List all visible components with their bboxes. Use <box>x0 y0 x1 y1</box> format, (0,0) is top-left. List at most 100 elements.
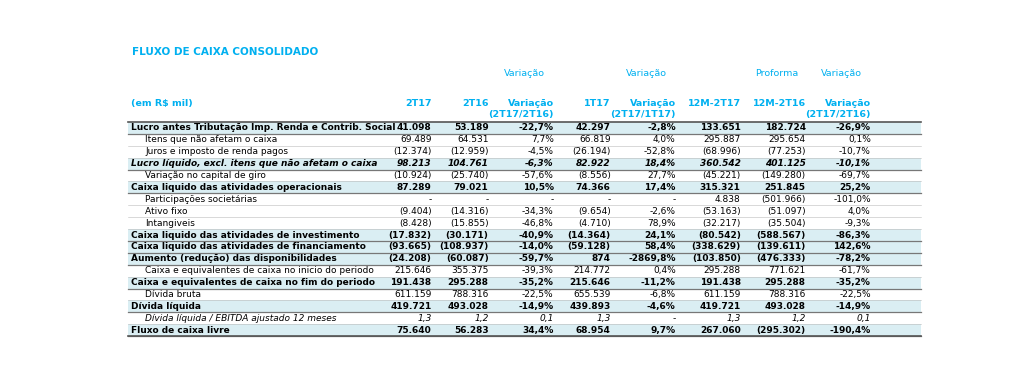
Text: -52,8%: -52,8% <box>643 147 676 156</box>
Text: (93.665): (93.665) <box>389 242 432 251</box>
Text: 69.489: 69.489 <box>400 135 432 144</box>
Bar <box>128 181 921 194</box>
Text: 0,1%: 0,1% <box>848 135 871 144</box>
Text: 64.531: 64.531 <box>457 135 489 144</box>
Text: -69,7%: -69,7% <box>839 171 871 180</box>
Text: (51.097): (51.097) <box>767 207 806 216</box>
Text: 25,2%: 25,2% <box>840 183 871 192</box>
Text: Variação
(2T17/2T16): Variação (2T17/2T16) <box>488 99 553 118</box>
Text: (588.567): (588.567) <box>756 231 806 240</box>
Text: Juros e imposto de renda pagos: Juros e imposto de renda pagos <box>145 147 288 156</box>
Text: Variação: Variação <box>626 69 667 78</box>
Text: -14,9%: -14,9% <box>519 302 553 311</box>
Text: (4.710): (4.710) <box>578 219 611 227</box>
Text: 87.289: 87.289 <box>397 183 432 192</box>
Text: (53.163): (53.163) <box>702 207 741 216</box>
Text: 295.288: 295.288 <box>704 266 741 275</box>
Bar <box>128 241 921 253</box>
Text: 4.838: 4.838 <box>715 195 741 204</box>
Text: 133.651: 133.651 <box>700 123 741 133</box>
Text: 360.542: 360.542 <box>700 159 741 168</box>
Text: 215.646: 215.646 <box>395 266 432 275</box>
Text: 0,4%: 0,4% <box>653 266 676 275</box>
Text: 82.922: 82.922 <box>576 159 611 168</box>
Text: 4,0%: 4,0% <box>653 135 676 144</box>
Text: -4,6%: -4,6% <box>647 302 676 311</box>
Text: (12.374): (12.374) <box>393 147 432 156</box>
Text: Variação: Variação <box>820 69 862 78</box>
Text: 12M-2T17: 12M-2T17 <box>687 99 741 107</box>
Text: -57,6%: -57,6% <box>522 171 553 180</box>
Bar <box>128 122 921 134</box>
Text: 142,6%: 142,6% <box>834 242 871 251</box>
Text: -46,8%: -46,8% <box>522 219 553 227</box>
Text: -22,7%: -22,7% <box>519 123 553 133</box>
Bar <box>128 253 921 265</box>
Text: 7,7%: 7,7% <box>531 135 553 144</box>
Text: (12.959): (12.959) <box>450 147 489 156</box>
Bar <box>128 277 921 288</box>
Text: 34,4%: 34,4% <box>523 326 553 335</box>
Text: (295.302): (295.302) <box>757 326 806 335</box>
Text: Caixa liquido das atividades operacionais: Caixa liquido das atividades operacionai… <box>131 183 342 192</box>
Text: -6,8%: -6,8% <box>650 290 676 299</box>
Text: Caixa e equivalentes de caixa no fim do periodo: Caixa e equivalentes de caixa no fim do … <box>131 278 375 287</box>
Text: Itens que não afetam o caixa: Itens que não afetam o caixa <box>145 135 277 144</box>
Text: 0,1: 0,1 <box>539 314 553 323</box>
Text: 24,1%: 24,1% <box>644 231 676 240</box>
Text: (24.208): (24.208) <box>389 255 432 263</box>
Text: 42.297: 42.297 <box>576 123 611 133</box>
Text: 1,2: 1,2 <box>475 314 489 323</box>
Text: -86,3%: -86,3% <box>836 231 871 240</box>
Text: 295.654: 295.654 <box>768 135 806 144</box>
Text: 53.189: 53.189 <box>454 123 489 133</box>
Text: -10,1%: -10,1% <box>836 159 871 168</box>
Text: 10,5%: 10,5% <box>523 183 553 192</box>
Text: 27,7%: 27,7% <box>648 171 676 180</box>
Text: -11,2%: -11,2% <box>640 278 676 287</box>
Text: -59,7%: -59,7% <box>519 255 553 263</box>
Text: -: - <box>485 195 489 204</box>
Text: -61,7%: -61,7% <box>839 266 871 275</box>
Text: 4,0%: 4,0% <box>848 207 871 216</box>
Text: 1,2: 1,2 <box>792 314 806 323</box>
Text: -26,9%: -26,9% <box>836 123 871 133</box>
Text: 17,4%: 17,4% <box>644 183 676 192</box>
Text: 215.646: 215.646 <box>570 278 611 287</box>
Text: -22,5%: -22,5% <box>522 290 553 299</box>
Text: -22,5%: -22,5% <box>839 290 871 299</box>
Text: 771.621: 771.621 <box>768 266 806 275</box>
Text: 56.283: 56.283 <box>454 326 489 335</box>
Text: (8.428): (8.428) <box>399 219 432 227</box>
Text: Intangiveis: Intangiveis <box>145 219 195 227</box>
Bar <box>128 229 921 241</box>
Text: 2T16: 2T16 <box>462 99 489 107</box>
Text: Proforma: Proforma <box>755 69 798 78</box>
Text: -39,3%: -39,3% <box>522 266 553 275</box>
Text: 611.159: 611.159 <box>394 290 432 299</box>
Text: 191.438: 191.438 <box>700 278 741 287</box>
Text: 401.125: 401.125 <box>765 159 806 168</box>
Text: 267.060: 267.060 <box>700 326 741 335</box>
Text: 611.159: 611.159 <box>704 290 741 299</box>
Text: 74.366: 74.366 <box>576 183 611 192</box>
Text: -: - <box>429 195 432 204</box>
Text: (14.364): (14.364) <box>568 231 611 240</box>
Text: Aumento (redução) das disponibilidades: Aumento (redução) das disponibilidades <box>131 255 337 263</box>
Text: 295.288: 295.288 <box>448 278 489 287</box>
Text: 191.438: 191.438 <box>391 278 432 287</box>
Text: -40,9%: -40,9% <box>519 231 553 240</box>
Text: -10,7%: -10,7% <box>839 147 871 156</box>
Text: Caixa liquido das atividades de investimento: Caixa liquido das atividades de investim… <box>131 231 359 240</box>
Text: 78,9%: 78,9% <box>648 219 676 227</box>
Text: (45.221): (45.221) <box>703 171 741 180</box>
Text: -: - <box>608 195 611 204</box>
Text: 98.213: 98.213 <box>397 159 432 168</box>
Text: Fluxo de caixa livre: Fluxo de caixa livre <box>131 326 230 335</box>
Text: -35,2%: -35,2% <box>519 278 553 287</box>
Text: 251.845: 251.845 <box>765 183 806 192</box>
Text: Caixa e equivalentes de caixa no inicio do periodo: Caixa e equivalentes de caixa no inicio … <box>145 266 374 275</box>
Text: Dívida bruta: Dívida bruta <box>145 290 202 299</box>
Text: -6,3%: -6,3% <box>525 159 553 168</box>
Text: -14,9%: -14,9% <box>836 302 871 311</box>
